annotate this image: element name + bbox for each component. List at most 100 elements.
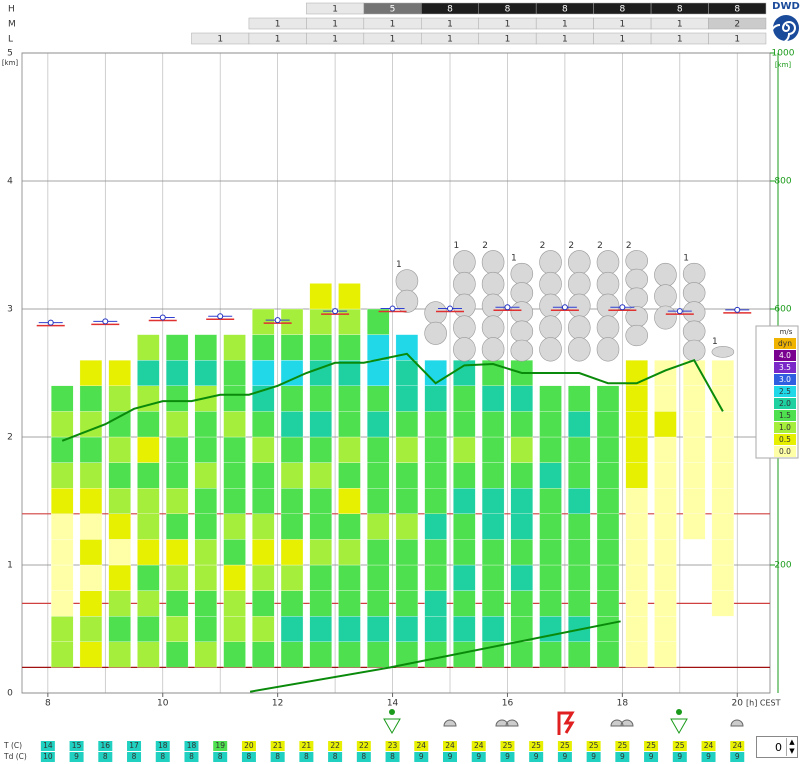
column-cell (165, 590, 189, 617)
column-cell (252, 539, 275, 566)
column-cell (596, 564, 620, 591)
column-cell (194, 462, 217, 489)
marker (504, 304, 511, 311)
cover-value: 1 (332, 5, 338, 15)
column-cell (137, 513, 160, 540)
table-cell (701, 752, 716, 762)
marker (561, 304, 568, 311)
table-value: 9 (677, 752, 682, 761)
column-cell (194, 334, 217, 361)
table-value: 9 (735, 752, 740, 761)
table-cell (184, 752, 199, 762)
cloud-label: 1 (712, 337, 718, 347)
column-cell (654, 385, 677, 412)
column-cell (683, 436, 706, 463)
cloud (539, 250, 562, 275)
table-cell (557, 752, 572, 762)
legend-title: m/s (780, 328, 793, 336)
weather-symbols (383, 709, 744, 735)
column-cell (280, 462, 304, 489)
column-cell (223, 462, 246, 489)
logo-circle (773, 15, 799, 41)
table-value: 18 (158, 741, 168, 750)
column-cell (367, 488, 390, 514)
column-cell (654, 436, 677, 463)
column-cell (625, 488, 648, 514)
table-cell (586, 752, 601, 762)
column-cell (568, 513, 591, 540)
marker (47, 319, 54, 326)
spinner[interactable]: 0 ▲ ▼ (756, 736, 798, 758)
table-value: 9 (620, 752, 625, 761)
table-value: 24 (474, 741, 484, 750)
column-cell (309, 488, 332, 514)
column-cell (194, 590, 217, 617)
column-cell (596, 462, 620, 489)
cloud (481, 293, 505, 318)
column-cell (510, 513, 533, 540)
marker (102, 318, 109, 325)
column-cell (338, 360, 361, 386)
column-cell (165, 539, 189, 566)
legend-swatch (774, 362, 796, 373)
column-cell (108, 385, 131, 412)
column-cell (309, 462, 332, 489)
column-cell (683, 513, 706, 540)
table-value: 22 (359, 741, 369, 750)
column-cell (194, 436, 217, 463)
column-cell (395, 360, 419, 386)
column-cell (137, 488, 160, 514)
column-cell (309, 564, 332, 591)
column-cell (395, 616, 419, 642)
legend-label: 1.0 (779, 423, 791, 432)
cloud-label: 2 (568, 241, 574, 251)
cloud (481, 337, 505, 362)
column-cell (338, 385, 361, 412)
column-cell (108, 411, 131, 438)
table-cell (69, 741, 84, 751)
table-cell (414, 741, 429, 751)
column-cell (79, 462, 103, 489)
column-cell (280, 334, 304, 361)
column-cell (711, 513, 735, 540)
table-cell (557, 741, 572, 751)
column-cell (79, 513, 103, 540)
spinner-arrows[interactable]: ▲ ▼ (786, 738, 797, 756)
column-cell (280, 616, 304, 642)
column-cell (137, 539, 160, 566)
column-cell (654, 513, 677, 540)
table-value: 25 (531, 741, 541, 750)
column-cell (625, 539, 648, 566)
legend-swatch (774, 350, 796, 361)
column-cell (367, 436, 390, 463)
column-cell (165, 436, 189, 463)
column-cell (424, 513, 447, 540)
table-cell (155, 752, 170, 762)
column-cell (108, 590, 131, 617)
column-cell (223, 513, 246, 540)
column-cell (338, 436, 361, 463)
x-tick-label: 20 (732, 699, 744, 709)
table-value: 9 (591, 752, 596, 761)
y-tick-label: 2 (7, 433, 13, 443)
table-cell (730, 741, 745, 751)
column-cell (223, 334, 246, 361)
column-cell (309, 283, 332, 310)
cover-value: 1 (677, 35, 683, 45)
table-value: 9 (448, 752, 453, 761)
column-cell (309, 513, 332, 540)
cloud (567, 315, 591, 340)
marker (447, 305, 454, 312)
column-cell (424, 564, 447, 591)
table-row-label: Td (C) (3, 752, 27, 761)
table-cell (471, 741, 486, 751)
cloud (424, 301, 447, 325)
table-value: 17 (129, 741, 139, 750)
logo-text: DWD (772, 1, 800, 12)
symbol (557, 711, 575, 735)
column-cell (395, 564, 419, 591)
column-cell (453, 436, 476, 463)
column-cell (568, 436, 591, 463)
column-cell (51, 462, 74, 489)
